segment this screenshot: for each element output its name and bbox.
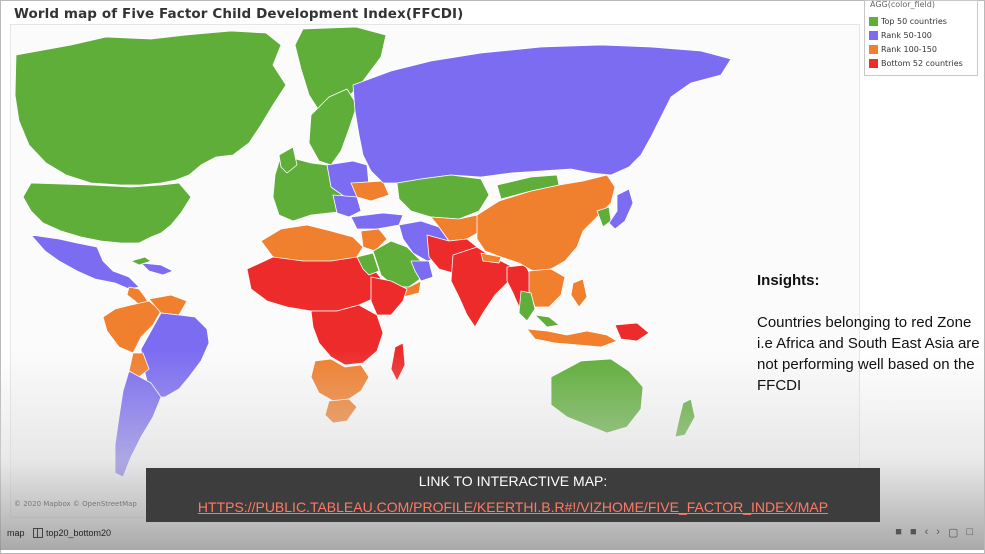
region-philippines[interactable] — [570, 278, 588, 308]
region-japan[interactable] — [608, 188, 634, 230]
legend-title: AGG(color_field) — [870, 0, 935, 9]
region-balkans[interactable] — [332, 194, 362, 218]
expand-icon[interactable]: □ — [966, 526, 973, 538]
legend-swatch — [869, 16, 878, 26]
legend: AGG(color_field) Top 50 countries Rank 5… — [864, 0, 978, 76]
back-icon[interactable]: ‹ — [924, 526, 929, 538]
region-scandinavia[interactable] — [308, 88, 358, 166]
tab-top20-bottom20[interactable]: top20_bottom20 — [33, 528, 111, 538]
region-central-east-africa[interactable] — [310, 304, 384, 366]
world-map[interactable] — [10, 24, 860, 518]
region-mongolia[interactable] — [496, 174, 560, 200]
legend-item-top50[interactable]: Top 50 countries — [869, 15, 947, 27]
region-canada[interactable] — [14, 30, 287, 186]
insights-text: Countries belonging to red Zone i.e Afri… — [757, 314, 980, 394]
region-papua[interactable] — [614, 322, 650, 342]
region-korea[interactable] — [596, 206, 612, 228]
legend-item-bottom52[interactable]: Bottom 52 countries — [869, 57, 963, 69]
region-kazakhstan[interactable] — [396, 174, 490, 220]
region-new-zealand[interactable] — [674, 398, 696, 438]
region-australia[interactable] — [550, 358, 644, 434]
region-ukraine[interactable] — [350, 180, 390, 202]
fullscreen-icon[interactable]: ▢ — [947, 527, 959, 539]
region-uk[interactable] — [278, 146, 298, 174]
region-egypt[interactable] — [356, 252, 380, 276]
legend-item-rank50-100[interactable]: Rank 50-100 — [869, 29, 932, 41]
sheet-icon — [33, 528, 43, 538]
region-mexico[interactable] — [30, 234, 140, 290]
region-turkey[interactable] — [350, 212, 404, 230]
region-india[interactable] — [450, 246, 514, 328]
forward-icon[interactable]: › — [936, 526, 940, 538]
region-levant[interactable] — [360, 228, 388, 252]
legend-swatch — [869, 58, 878, 68]
page-title: World map of Five Factor Child Developme… — [14, 6, 464, 22]
legend-item-rank100-150[interactable]: Rank 100-150 — [869, 43, 937, 55]
insights-heading: Insights: — [757, 272, 820, 289]
region-south-africa[interactable] — [324, 398, 358, 424]
legend-swatch — [869, 44, 878, 54]
region-thailand[interactable] — [518, 290, 536, 322]
legend-label: Top 50 countries — [881, 16, 947, 26]
region-southern-cone[interactable] — [114, 370, 162, 478]
region-nepal[interactable] — [480, 252, 502, 264]
legend-label: Bottom 52 countries — [881, 58, 963, 68]
region-russia[interactable] — [352, 44, 732, 184]
playback-controls: ■ ■ ‹ › ▢ □ — [895, 526, 973, 539]
region-oman-gulf[interactable] — [410, 260, 434, 282]
region-malaysia[interactable] — [534, 314, 560, 328]
legend-swatch — [869, 30, 878, 40]
link-box: LINK TO INTERACTIVE MAP: HTTPS://PUBLIC.… — [146, 468, 880, 522]
region-usa[interactable] — [22, 182, 192, 244]
region-horn-of-africa[interactable] — [370, 276, 408, 316]
region-venezuela[interactable] — [148, 294, 188, 316]
region-madagascar[interactable] — [390, 342, 406, 382]
link-label: LINK TO INTERACTIVE MAP: — [418, 473, 608, 489]
region-indochina[interactable] — [528, 268, 566, 308]
region-caribbean[interactable] — [140, 262, 174, 276]
map-attribution[interactable]: © 2020 Mapbox © OpenStreetMap — [14, 500, 137, 508]
legend-label: Rank 50-100 — [881, 30, 932, 40]
tab-map[interactable]: map — [7, 528, 25, 538]
map-svg[interactable] — [11, 25, 859, 517]
previous-icon[interactable]: ■ — [895, 526, 902, 538]
region-indonesia[interactable] — [526, 328, 618, 348]
bottom-bar: map top20_bottom20 ■ ■ ‹ › ▢ □ — [0, 524, 985, 554]
legend-label: Rank 100-150 — [881, 44, 937, 54]
tab-label: top20_bottom20 — [46, 528, 112, 538]
region-southern-africa-north[interactable] — [310, 358, 370, 402]
region-central-asia[interactable] — [430, 214, 482, 242]
region-cuba[interactable] — [130, 256, 152, 266]
insights-panel: Insights: Countries belonging to red Zon… — [757, 270, 982, 396]
stop-icon[interactable]: ■ — [909, 526, 917, 538]
interactive-map-link[interactable]: HTTPS://PUBLIC.TABLEAU.COM/PROFILE/KEERT… — [197, 499, 829, 515]
